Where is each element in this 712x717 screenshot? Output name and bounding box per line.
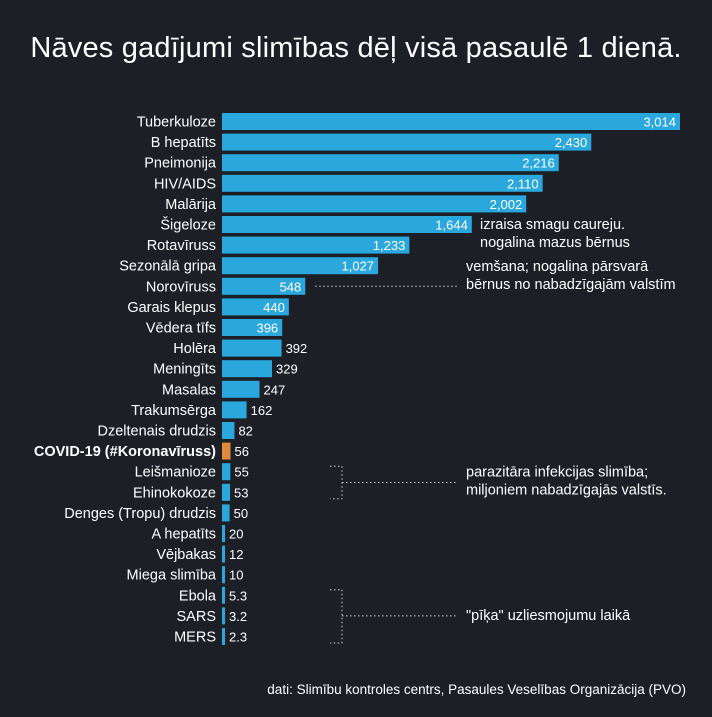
category-label-denges-tropu-drudzis: Denges (Tropu) drudzis — [64, 506, 216, 522]
annotations-layer: izraisa smagu caureju. nogalina mazus bēr… — [315, 217, 676, 644]
value-label-sezonala-gripa: 1,027 — [342, 259, 375, 274]
bar-noroviruss — [222, 277, 306, 295]
category-label-vedera-tifs: Vēdera tīfs — [146, 321, 216, 337]
bar-denges-tropu-drudzis — [222, 504, 230, 522]
category-label-holera: Holēra — [173, 341, 217, 357]
bar-trakumserga — [222, 401, 247, 419]
bar-dzeltenais-drudzis — [222, 422, 235, 439]
category-label-a-hepatits: A hepatīts — [152, 527, 217, 543]
category-label-b-hepatits: B hepatīts — [151, 135, 216, 151]
annotation-shigeloze-line-1: izraisa smagu caureju. — [480, 217, 625, 233]
value-label-leismanioze: 55 — [234, 465, 248, 480]
value-label-a-hepatits: 20 — [229, 527, 243, 542]
annotation-norovirus-line-2: bērnus no nabadzīgajām valstīm — [466, 277, 676, 293]
value-label-denges-tropu-drudzis: 50 — [234, 506, 248, 521]
bar-ehinokokoze — [222, 483, 231, 501]
category-label-mers: MERS — [174, 630, 216, 646]
bar-vejbakas — [222, 545, 225, 563]
value-label-vejbakas: 12 — [229, 547, 243, 562]
category-label-sars: SARS — [177, 609, 217, 625]
value-label-miega-slimiba: 10 — [229, 568, 243, 583]
value-label-mers: 2.3 — [229, 630, 247, 645]
bar-meningits — [222, 360, 272, 378]
category-label-miega-slimiba: Miega slimība — [127, 568, 217, 584]
bar-covid-19-koronaviruss — [222, 442, 231, 460]
value-label-ebola: 5.3 — [229, 588, 247, 603]
value-label-covid-19-koronaviruss: 56 — [235, 444, 249, 459]
chart-title: Nāves gadījumi slimības dēļ visā pasaulē… — [30, 32, 682, 64]
value-label-dzeltenais-drudzis: 82 — [238, 424, 252, 439]
bar-rotaviruss — [222, 236, 410, 254]
value-label-trakumserga: 162 — [251, 403, 273, 418]
value-label-malarija: 2,002 — [490, 197, 523, 212]
annotation-norovirus-line-1: vemšana; nogalina pārsvarā — [466, 259, 649, 275]
category-label-hiv-aids: HIV/AIDS — [154, 176, 216, 192]
value-label-b-hepatits: 2,430 — [555, 135, 588, 150]
value-label-masalas: 247 — [264, 382, 286, 397]
annotation-parasitic-line-1: parazitāra infekcijas slimība; — [466, 465, 648, 481]
annotation-shigeloze-line-2: nogalina mazus bērnus — [480, 235, 630, 251]
bar-tuberkuloze — [222, 113, 680, 130]
annotation-parasitic-line-2: miljoniem nabadzīgajās valstīs. — [466, 483, 667, 499]
bars-layer: Tuberkuloze 3,014 B hepatīts 2,430 Pneimonij… — [34, 113, 680, 646]
category-label-pneimonija: Pneimonija — [144, 156, 217, 172]
value-label-ehinokokoze: 53 — [234, 485, 248, 500]
bar-mers — [222, 628, 225, 645]
value-label-garais-klepus: 440 — [263, 300, 285, 315]
bar-miega-slimiba — [222, 566, 225, 584]
bar-vedera-tifs — [222, 319, 283, 336]
bar-leismanioze — [222, 463, 231, 481]
bar-malarija — [222, 195, 527, 213]
category-label-ebola: Ebola — [179, 588, 217, 604]
value-label-sars: 3.2 — [229, 609, 247, 624]
category-label-meningits: Meningīts — [153, 362, 216, 378]
bar-a-hepatits — [222, 525, 226, 542]
bar-sezonala-gripa — [222, 257, 379, 275]
category-label-sezonala-gripa: Sezonālā gripa — [119, 259, 217, 275]
category-label-dzeltenais-drudzis: Dzeltenais drudzis — [98, 424, 216, 440]
value-label-meningits: 329 — [276, 362, 298, 377]
category-label-trakumserga: Trakumsērga — [131, 403, 217, 419]
annotation-peak-line-1: "pīķa" uzliesmojumu laikā — [466, 608, 631, 624]
value-label-vedera-tifs: 396 — [256, 321, 278, 336]
bar-ebola — [222, 586, 225, 604]
category-label-vejbakas: Vējbakas — [156, 547, 216, 563]
category-label-malarija: Malārija — [165, 197, 217, 213]
value-label-pneimonija: 2,216 — [522, 156, 555, 171]
value-label-noroviruss: 548 — [280, 279, 302, 294]
bar-sars — [222, 607, 225, 625]
category-label-tuberkuloze: Tuberkuloze — [137, 115, 216, 131]
bar-garais-klepus — [222, 298, 289, 316]
bar-masalas — [222, 380, 260, 398]
value-label-holera: 392 — [286, 341, 308, 356]
annotation-peak-bracket — [330, 589, 458, 644]
category-label-sigeloze: Šigeloze — [160, 217, 216, 234]
bar-holera — [222, 339, 282, 357]
annotation-parasitic-bracket — [330, 465, 458, 500]
category-label-noroviruss: Norovīruss — [146, 279, 216, 295]
category-label-covid-19-koronaviruss: COVID-19 (#Koronavīruss) — [34, 444, 216, 460]
value-label-hiv-aids: 2,110 — [507, 176, 539, 191]
bar-hiv-aids — [222, 174, 543, 192]
bar-pneimonija — [222, 154, 559, 172]
bar-b-hepatits — [222, 133, 592, 151]
category-label-garais-klepus: Garais klepus — [127, 300, 216, 316]
value-label-sigeloze: 1,644 — [435, 218, 468, 233]
category-label-rotaviruss: Rotavīruss — [147, 238, 216, 254]
bar-sigeloze — [222, 216, 472, 233]
category-label-ehinokokoze: Ehinokokoze — [133, 485, 216, 501]
source-footnote: dati: Slimību kontroles centrs, Pasaules… — [267, 682, 686, 697]
value-label-rotaviruss: 1,233 — [373, 238, 406, 253]
category-label-leismanioze: Leišmanioze — [135, 465, 216, 481]
value-label-tuberkuloze: 3,014 — [643, 115, 676, 130]
category-label-masalas: Masalas — [162, 382, 216, 398]
